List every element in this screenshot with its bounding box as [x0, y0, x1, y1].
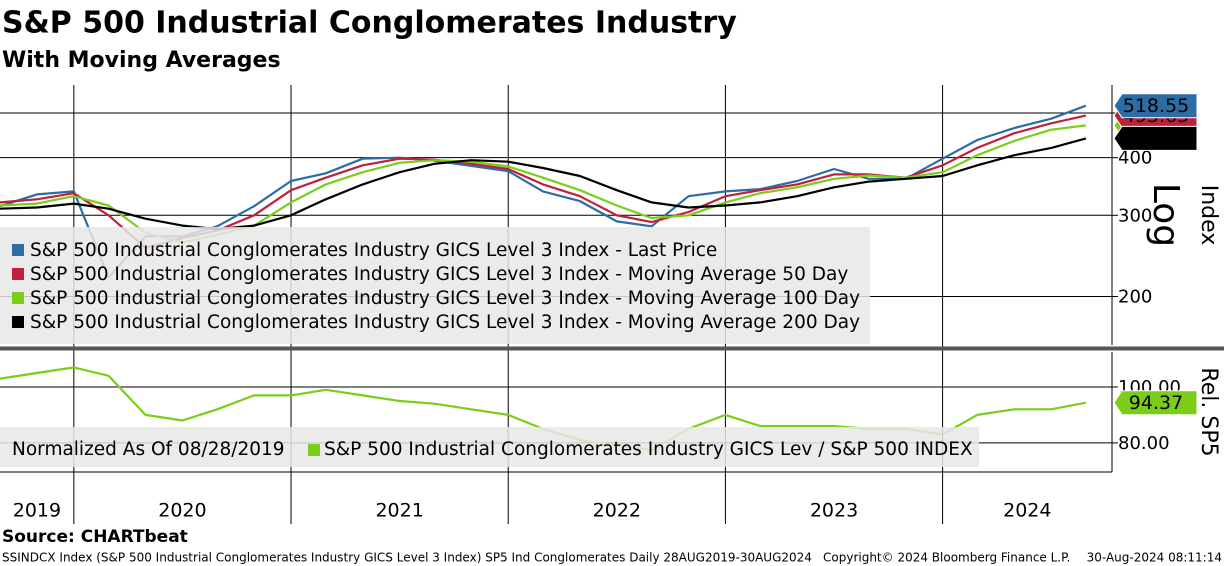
- last-value-label: 94.37: [1129, 392, 1183, 414]
- last-value-tag: [1113, 390, 1198, 416]
- footer-text: 30-Aug-2024 08:11:14: [1087, 551, 1222, 565]
- x-tick-label: 2022: [593, 500, 641, 522]
- legend-box: [0, 427, 979, 467]
- x-tick-label: 2023: [810, 500, 858, 522]
- legend-swatch: [12, 268, 24, 280]
- footer-text: Copyright© 2024 Bloomberg Finance L.P.: [823, 551, 1070, 565]
- x-tick-label: 2020: [158, 500, 206, 522]
- x-tick-label: 2019: [13, 500, 61, 522]
- chart-title: S&P 500 Industrial Conglomerates Industr…: [2, 6, 737, 41]
- last-value-label: 440.42: [1123, 128, 1189, 150]
- y-tick-label: 80.00: [1118, 433, 1170, 454]
- legend-swatch: [12, 316, 24, 328]
- y-axis-title: Index: [1196, 185, 1221, 246]
- legend-label: S&P 500 Industrial Conglomerates Industr…: [30, 240, 717, 261]
- legend-swatch: [12, 244, 24, 256]
- x-tick-label: 2024: [1003, 500, 1051, 522]
- last-value-tag: [1113, 125, 1198, 151]
- legend-note: Normalized As Of 08/28/2019: [12, 439, 285, 460]
- y-scale-label: Log: [1145, 183, 1186, 247]
- legend-label: S&P 500 Industrial Conglomerates Industr…: [30, 312, 860, 333]
- legend-label: S&P 500 Industrial Conglomerates Industr…: [30, 288, 860, 309]
- last-value-label: 518.55: [1123, 95, 1189, 117]
- y-tick-label: 300: [1118, 205, 1152, 226]
- legend-label: S&P 500 Industrial Conglomerates Industr…: [324, 439, 973, 460]
- y-tick-label: 200: [1118, 287, 1152, 308]
- legend-box: [0, 227, 870, 344]
- legend-swatch: [308, 444, 320, 456]
- y-axis-title: Rel. SP5: [1196, 367, 1221, 456]
- chart-subtitle: With Moving Averages: [2, 48, 281, 73]
- x-tick-label: 2021: [375, 500, 423, 522]
- legend-swatch: [12, 292, 24, 304]
- footer-text: SSINDCX Index (S&P 500 Industrial Conglo…: [2, 551, 812, 565]
- last-value-tag: [1113, 93, 1198, 119]
- source: Source: CHARTbeat: [2, 527, 188, 547]
- legend-label: S&P 500 Industrial Conglomerates Industr…: [30, 264, 848, 285]
- y-tick-label: 400: [1118, 148, 1152, 169]
- series-line: [0, 137, 1087, 231]
